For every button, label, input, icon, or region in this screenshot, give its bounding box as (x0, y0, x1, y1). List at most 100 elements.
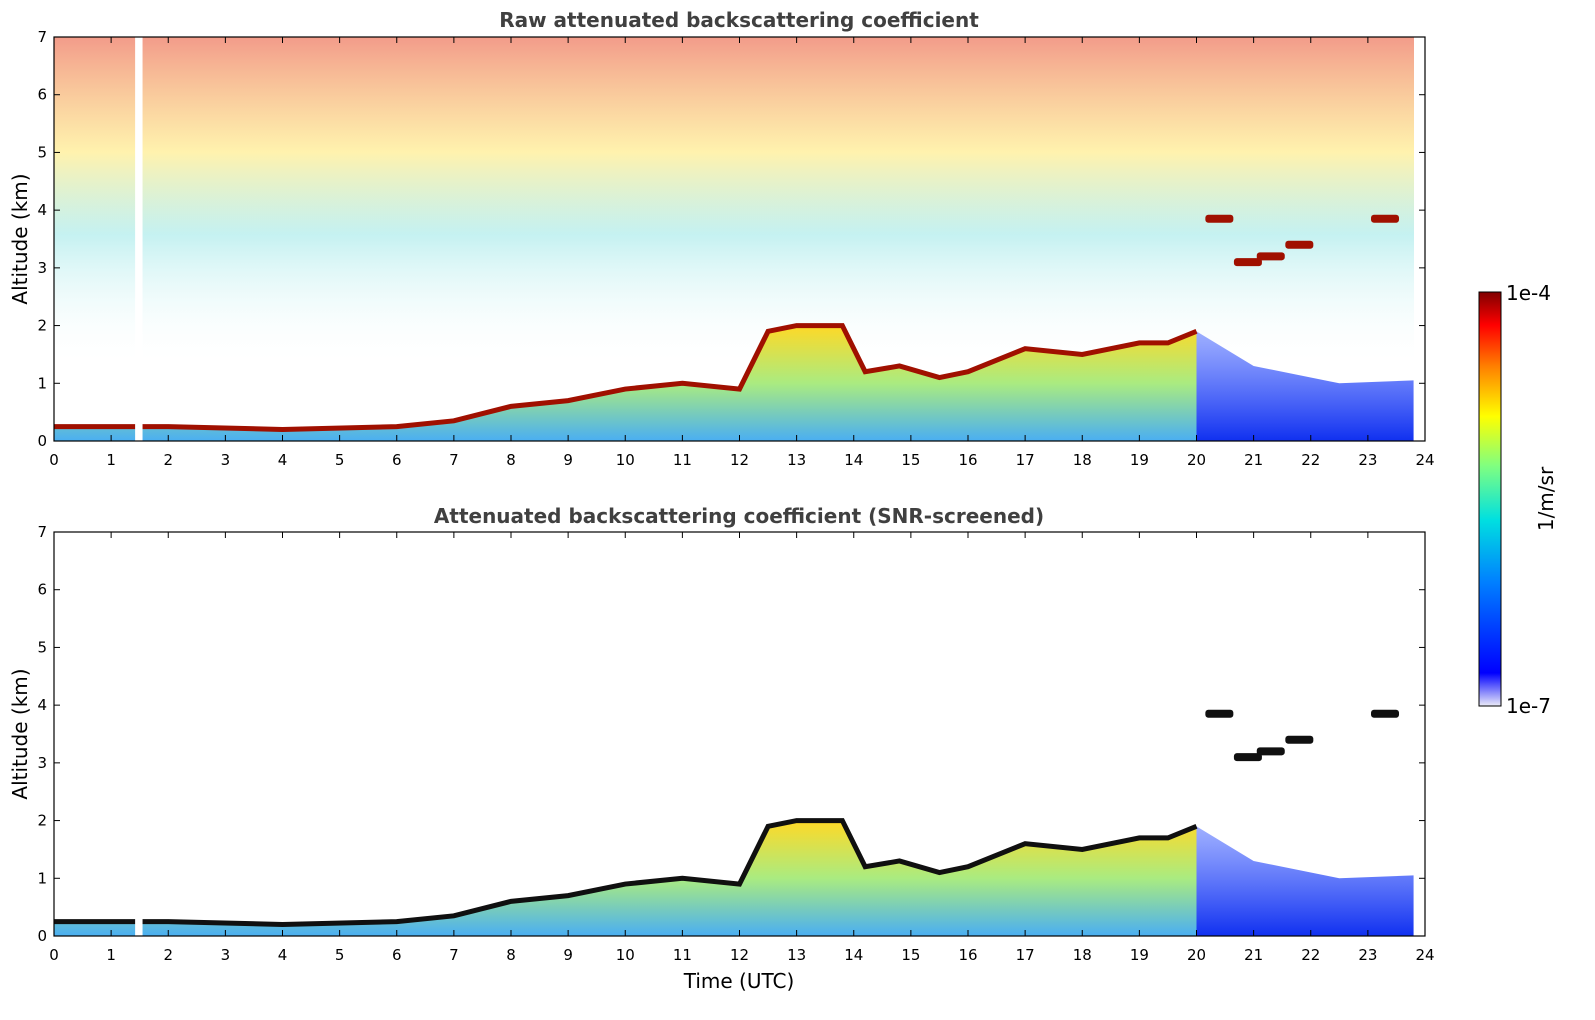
x-tick-label: 24 (1415, 946, 1434, 964)
top-noise-background (54, 37, 1414, 367)
elevated-aerosol-layer (1233, 258, 1262, 267)
x-tick-label: 2 (163, 451, 173, 469)
x-tick-label: 12 (730, 946, 749, 964)
x-tick-label: 21 (1244, 451, 1263, 469)
bottom-y-axis: 0 1 2 3 4 5 6 7 (37, 523, 1425, 945)
colorbar-max-label: 1e-4 (1506, 281, 1551, 305)
x-tick-label: 4 (278, 451, 288, 469)
elevated-aerosol-layer (1371, 709, 1400, 718)
colorbar: 1e-4 1e-7 1/m/sr (1478, 281, 1558, 718)
top-panel-title: Raw attenuated backscattering coefficien… (499, 8, 979, 32)
elevated-aerosol-layer (1256, 747, 1285, 756)
x-tick-label: 0 (49, 451, 59, 469)
x-tick-label: 14 (844, 946, 863, 964)
x-tick-label: 3 (221, 946, 231, 964)
x-tick-label: 9 (563, 946, 573, 964)
residual-layer-low-signal (1196, 826, 1414, 936)
bottom-late-blue-region (1196, 826, 1414, 936)
x-tick-label: 18 (1073, 451, 1092, 469)
x-tick-label: 15 (901, 451, 920, 469)
bottom-boundary-layer-top (54, 818, 1198, 927)
x-tick-label: 6 (392, 451, 402, 469)
x-tick-label: 16 (958, 946, 977, 964)
x-tick-label: 8 (506, 451, 516, 469)
data-gap (135, 37, 143, 441)
top-elevated-layers (1205, 214, 1400, 267)
x-tick-label: 7 (449, 451, 459, 469)
x-tick-label: 15 (901, 946, 920, 964)
boundary-layer-aerosol (54, 820, 1197, 936)
x-tick-label: 24 (1415, 451, 1434, 469)
bottom-y-axis-label: Altitude (km) (8, 668, 32, 799)
y-tick-label: 2 (37, 812, 47, 830)
x-tick-label: 22 (1301, 946, 1320, 964)
x-tick-label: 10 (616, 451, 635, 469)
x-tick-label: 9 (563, 451, 573, 469)
y-tick-label: 0 (37, 927, 47, 945)
x-tick-label: 17 (1016, 451, 1035, 469)
x-tick-label: 18 (1073, 946, 1092, 964)
elevated-aerosol-layer (1233, 753, 1262, 762)
x-tick-label: 13 (787, 946, 806, 964)
top-y-axis-label: Altitude (km) (8, 173, 32, 304)
x-tick-label: 2 (163, 946, 173, 964)
x-tick-label: 7 (449, 946, 459, 964)
x-tick-label: 0 (49, 946, 59, 964)
x-tick-label: 19 (1130, 946, 1149, 964)
top-late-blue-region (1196, 331, 1414, 441)
x-tick-label: 19 (1130, 451, 1149, 469)
x-tick-label: 3 (221, 451, 231, 469)
colorbar-gradient (1478, 291, 1502, 707)
bottom-x-axis: 0 1 2 3 4 5 6 7 8 9 10 11 12 13 14 15 16 17 18 19 20 21 22 23 24 (49, 532, 1435, 964)
y-tick-label: 7 (37, 523, 47, 541)
boundary-layer-aerosol (54, 325, 1197, 441)
elevated-aerosol-layer (1371, 214, 1400, 223)
x-tick-label: 1 (106, 946, 116, 964)
x-tick-label: 22 (1301, 451, 1320, 469)
x-tick-label: 5 (335, 946, 345, 964)
colorbar-unit-label: 1/m/sr (1534, 466, 1558, 531)
top-x-axis: 0 1 2 3 4 5 6 7 8 9 10 11 12 13 14 15 16 17 18 19 20 21 22 23 24 (49, 37, 1435, 469)
x-tick-label: 20 (1187, 451, 1206, 469)
x-tick-label: 23 (1358, 451, 1377, 469)
x-tick-label: 23 (1358, 946, 1377, 964)
elevated-aerosol-layer (1256, 252, 1285, 261)
top-y-axis: 0 1 2 3 4 5 6 7 (37, 28, 1425, 450)
x-tick-label: 14 (844, 451, 863, 469)
bottom-heatmap (54, 532, 1414, 936)
bottom-elevated-layers (1205, 709, 1400, 762)
y-tick-label: 5 (37, 143, 47, 161)
x-tick-label: 21 (1244, 946, 1263, 964)
bottom-x-axis-label: Time (UTC) (683, 969, 795, 993)
x-tick-label: 11 (673, 451, 692, 469)
bottom-panel-title: Attenuated backscattering coefficient (S… (434, 504, 1044, 528)
x-tick-label: 11 (673, 946, 692, 964)
x-tick-label: 17 (1016, 946, 1035, 964)
y-tick-label: 7 (37, 28, 47, 46)
y-tick-label: 2 (37, 317, 47, 335)
elevated-aerosol-layer (1285, 240, 1314, 249)
x-tick-label: 13 (787, 451, 806, 469)
boundary-layer-top-line (54, 323, 1198, 432)
elevated-aerosol-layer (1285, 735, 1314, 744)
x-tick-label: 1 (106, 451, 116, 469)
top-boundary-layer-top (54, 323, 1198, 432)
x-tick-label: 8 (506, 946, 516, 964)
boundary-layer-top-line (54, 818, 1198, 927)
colorbar-min-label: 1e-7 (1506, 694, 1551, 718)
y-tick-label: 4 (37, 201, 47, 219)
y-tick-label: 4 (37, 696, 47, 714)
top-heatmap (54, 37, 1414, 441)
y-tick-label: 0 (37, 432, 47, 450)
x-tick-label: 4 (278, 946, 288, 964)
bottom-boundary-layer-fill (54, 820, 1197, 936)
y-tick-label: 3 (37, 754, 47, 772)
residual-layer-low-signal (1196, 331, 1414, 441)
snr-screened-panel: Attenuated backscattering coefficient (S… (8, 504, 1435, 993)
y-tick-label: 1 (37, 869, 47, 887)
data-gap (135, 532, 143, 936)
x-tick-label: 5 (335, 451, 345, 469)
x-tick-label: 16 (958, 451, 977, 469)
y-tick-label: 1 (37, 374, 47, 392)
elevated-aerosol-layer (1205, 214, 1234, 223)
